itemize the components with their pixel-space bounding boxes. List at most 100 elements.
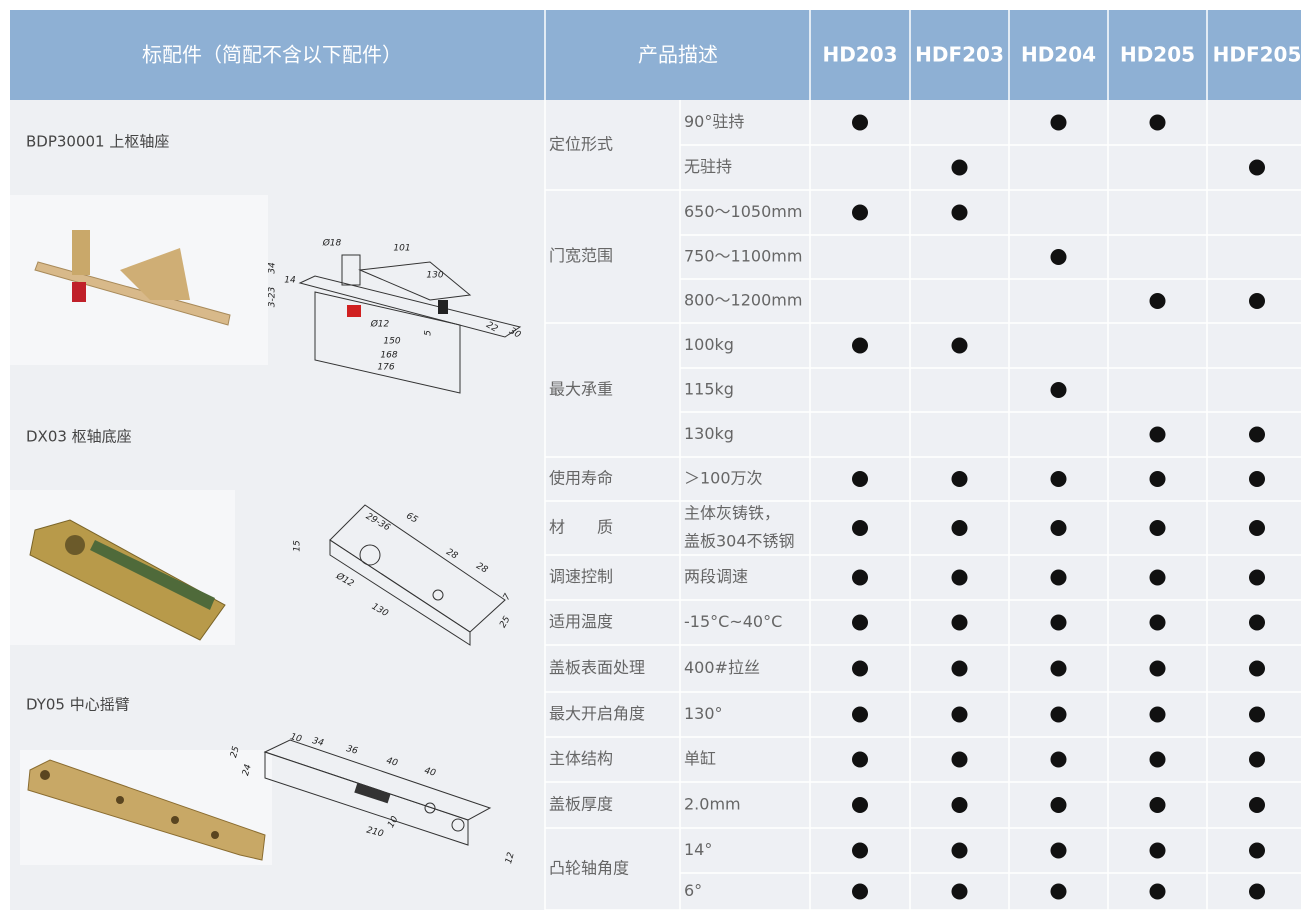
dimension-label: 34	[268, 262, 278, 274]
dot	[1149, 471, 1166, 487]
dot	[852, 614, 868, 631]
dot	[1249, 471, 1265, 487]
dot	[1249, 614, 1265, 631]
dot	[1050, 249, 1067, 265]
dot	[1050, 569, 1067, 586]
group-label: 最大开启角度	[549, 704, 645, 723]
dimension-label: 7	[502, 592, 514, 602]
dot	[1149, 883, 1166, 900]
group-label: 定位形式	[549, 135, 613, 154]
dot	[1249, 797, 1265, 813]
group-label: 调速控制	[549, 567, 613, 586]
dimension-label: 210	[365, 825, 384, 839]
dot	[951, 204, 968, 221]
dot	[1050, 520, 1067, 536]
table-body	[545, 100, 1301, 910]
dot	[852, 797, 868, 813]
dimension-label: 3-23	[268, 287, 278, 308]
dot	[1149, 660, 1166, 677]
dot	[852, 569, 868, 586]
dimension-label: 12	[504, 851, 517, 865]
dot	[951, 660, 968, 677]
photo-pivot-top	[34, 230, 231, 326]
dot	[1149, 614, 1166, 631]
dot	[951, 159, 968, 176]
dot	[1249, 520, 1265, 536]
dot	[951, 842, 968, 859]
dot	[852, 471, 868, 487]
item-text: 750～1100mm	[684, 247, 802, 266]
item-text: 650～1050mm	[684, 202, 802, 221]
dot	[1050, 382, 1067, 398]
dot	[1249, 569, 1265, 586]
dot	[852, 337, 868, 354]
dot	[951, 569, 968, 586]
model-header: HDF203	[915, 43, 1004, 67]
group-label: 最大承重	[549, 380, 613, 399]
dot	[852, 114, 868, 131]
dot	[951, 337, 968, 354]
dot	[951, 883, 968, 900]
dot	[1050, 471, 1067, 487]
dot	[1050, 797, 1067, 813]
dimension-label: 40	[385, 756, 399, 769]
model-header: HD205	[1120, 43, 1195, 67]
item-text: 400#拉丝	[684, 658, 760, 677]
dimension-label: 34	[311, 736, 325, 749]
item-text: 800～1200mm	[684, 291, 802, 310]
dot	[852, 520, 868, 536]
dot	[852, 204, 868, 221]
left-title: 标配件（简配不含以下配件）	[142, 43, 402, 67]
model-header: HD204	[1021, 43, 1096, 67]
dimension-label: 101	[393, 244, 410, 254]
group-label: 凸轮轴角度	[549, 859, 629, 878]
dot	[1149, 520, 1166, 536]
item-text: 6°	[684, 881, 702, 900]
dot	[852, 842, 868, 859]
item-text: 2.0mm	[684, 795, 741, 814]
group-label: 适用温度	[549, 612, 613, 631]
dot	[1149, 569, 1166, 586]
dot	[951, 797, 968, 813]
item-text: 主体灰铸铁，	[684, 504, 780, 523]
dot	[1050, 751, 1067, 768]
item-text: 无驻持	[684, 157, 732, 176]
dot	[1149, 426, 1166, 443]
dot	[1050, 842, 1067, 859]
accessory-name: BDP30001 上枢轴座	[26, 133, 169, 151]
item-text: 盖板304不锈钢	[684, 532, 795, 551]
dot	[1050, 660, 1067, 677]
dot	[1249, 159, 1265, 176]
group-label: 盖板厚度	[549, 795, 613, 814]
group-label: 盖板表面处理	[549, 658, 645, 677]
photo-arm	[27, 759, 266, 861]
drawing-2	[329, 504, 506, 646]
group-label: 使用寿命	[549, 469, 613, 488]
item-text: -15°C~40°C	[684, 612, 782, 631]
group-label: 材 质	[549, 518, 613, 537]
dot	[1149, 842, 1166, 859]
dimension-label: 40	[423, 766, 437, 779]
dimension-label: Ø18	[322, 238, 342, 249]
dot	[1050, 614, 1067, 631]
dot	[1249, 293, 1265, 309]
item-text: 100kg	[684, 335, 734, 354]
photo-pivot-base	[29, 519, 226, 641]
dot	[1050, 114, 1067, 131]
item-text: 14°	[684, 840, 712, 859]
dot	[1050, 883, 1067, 900]
dimension-label: Ø12	[370, 319, 390, 330]
model-header: HD203	[822, 43, 897, 67]
dimension-label: 130	[426, 271, 443, 281]
dot	[1249, 706, 1265, 723]
description-header: 产品描述	[638, 43, 718, 67]
item-text: 90°驻持	[684, 112, 744, 131]
drawing-1	[298, 254, 522, 394]
dimension-label: 10	[289, 732, 303, 745]
dimension-label: 15	[293, 540, 303, 552]
dot	[852, 660, 868, 677]
dot	[1149, 706, 1166, 723]
dot	[852, 751, 868, 768]
header-bar	[10, 10, 1301, 100]
